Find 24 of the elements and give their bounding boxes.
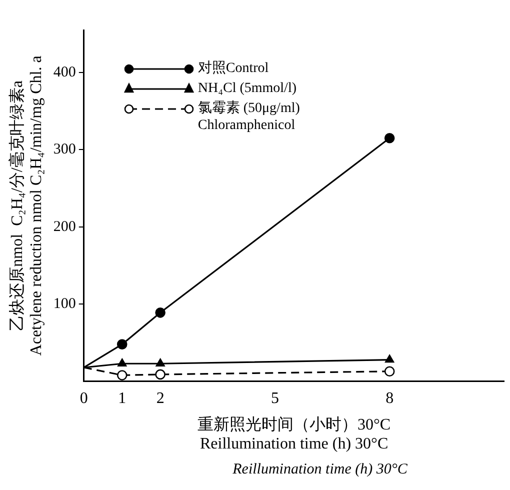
point	[385, 354, 394, 363]
x-tick-label: 0	[80, 390, 88, 408]
point	[116, 339, 128, 350]
y-axis-title: 乙炔还原nmol C₂H₄/分/毫克叶绿素a Acetylene reduction nmol C₂H₄/min/mg Chl. a	[8, 56, 46, 356]
x-tick-label: 5	[270, 390, 279, 408]
point	[384, 132, 395, 144]
x-tick-label: 1	[118, 390, 126, 408]
y-tick-label: 400	[53, 64, 76, 80]
y-tick-label: 200	[53, 218, 76, 235]
point	[156, 358, 165, 367]
point	[155, 308, 166, 318]
y-tick-label: 100	[53, 296, 76, 312]
point	[118, 358, 127, 367]
legend-label: 对照Control	[198, 60, 269, 77]
y-tick-label: 300	[53, 142, 76, 158]
text: Reillumination time (h) 30°C	[232, 461, 408, 478]
x-tick-label: 8	[386, 390, 394, 408]
legend-label: NH₄Cl (5mmol/l)	[198, 80, 296, 97]
x-tick-label: 2	[156, 390, 164, 408]
x-axis-title: 重新照光时间（小时）30°C Reillumination time (h) 30°C	[198, 415, 391, 453]
point	[384, 366, 395, 377]
point	[116, 370, 128, 380]
legend-label: 氯霉素 (50μg/ml) Chloramphenicol	[198, 100, 300, 134]
point	[155, 369, 166, 380]
